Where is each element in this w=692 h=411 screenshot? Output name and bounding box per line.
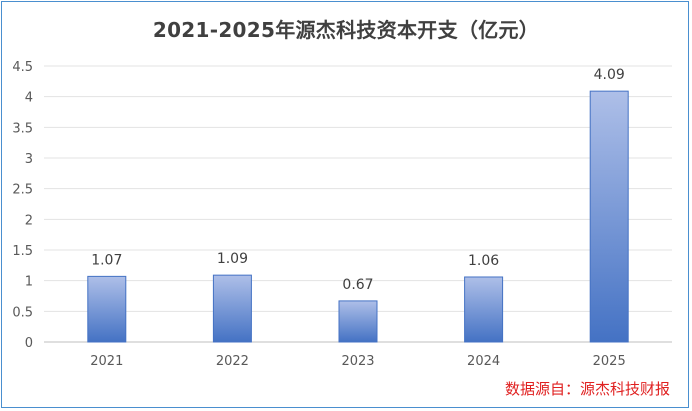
bar-2021 — [87, 275, 127, 343]
bar-2022 — [212, 274, 252, 343]
source-note: 数据源自：源杰科技财报 — [504, 380, 670, 398]
bar-2023 — [338, 300, 378, 343]
y-tick-label: 2.5 — [12, 183, 33, 198]
data-label-2023: 0.67 — [342, 277, 373, 293]
y-tick-label: 3 — [25, 152, 33, 167]
data-label-2024: 1.06 — [468, 253, 499, 269]
y-tick-label: 3.5 — [12, 121, 33, 136]
bar-2025 — [589, 90, 629, 343]
x-tick-label: 2024 — [467, 354, 500, 369]
x-tick-label: 2025 — [593, 354, 626, 369]
data-label-2022: 1.09 — [217, 251, 248, 267]
y-tick-label: 4 — [25, 91, 33, 106]
y-tick-label: 1.5 — [12, 244, 33, 259]
data-label-2021: 1.07 — [91, 252, 122, 268]
y-tick-label: 0.5 — [12, 305, 33, 320]
y-tick-label: 0 — [25, 336, 33, 351]
y-tick-label: 1 — [25, 275, 33, 290]
x-tick-label: 2022 — [216, 354, 249, 369]
chart-title: 2021-2025年源杰科技资本开支（亿元） — [152, 18, 540, 42]
bar-2024 — [464, 276, 504, 343]
x-tick-label: 2023 — [341, 354, 374, 369]
y-tick-label: 4.5 — [12, 60, 33, 75]
data-label-2025: 4.09 — [594, 67, 625, 83]
x-tick-label: 2021 — [90, 354, 123, 369]
y-tick-label: 2 — [25, 213, 33, 228]
